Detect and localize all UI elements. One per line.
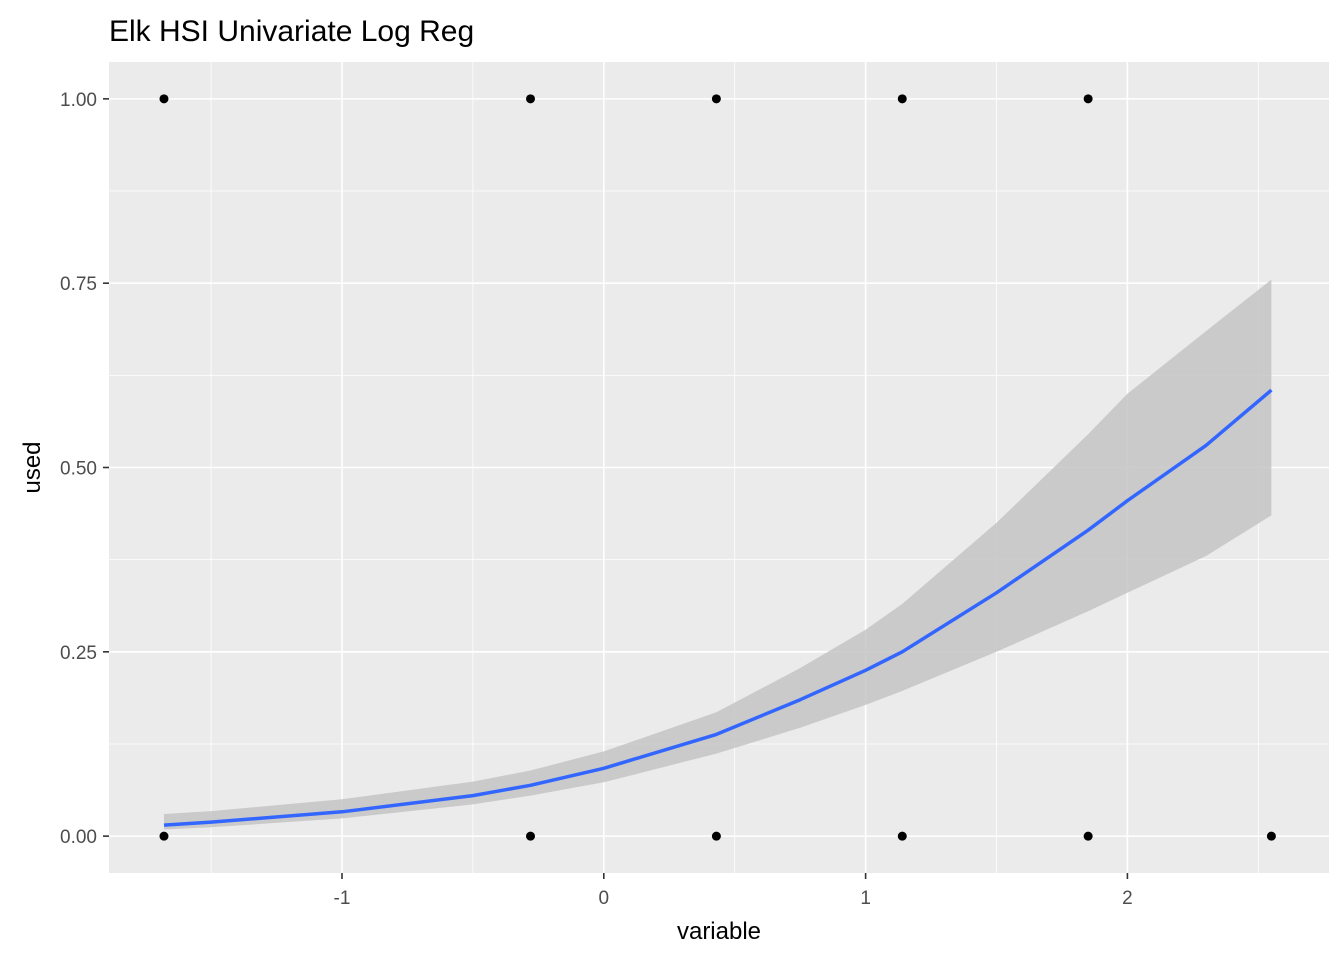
chart-title: Elk HSI Univariate Log Reg bbox=[109, 15, 474, 48]
data-point bbox=[897, 94, 907, 104]
data-points bbox=[159, 94, 1276, 841]
x-axis-ticks: -1 0 1 2 bbox=[334, 873, 1133, 909]
fit-line bbox=[163, 388, 1273, 827]
x-tick-label: -1 bbox=[334, 888, 351, 909]
x-axis-title: variable bbox=[677, 918, 761, 945]
y-axis-title: used bbox=[19, 441, 46, 493]
data-point bbox=[711, 94, 721, 104]
y-tick-label: 0.00 bbox=[60, 827, 97, 848]
data-point bbox=[526, 94, 536, 104]
x-tick-label: 2 bbox=[1122, 888, 1133, 909]
y-tick-label: 0.75 bbox=[60, 274, 97, 295]
y-axis-ticks: 0.00 0.25 0.50 0.75 1.00 bbox=[60, 90, 109, 848]
data-point bbox=[897, 831, 907, 841]
data-point bbox=[1083, 831, 1093, 841]
x-tick-label: 0 bbox=[599, 888, 610, 909]
data-point bbox=[159, 94, 169, 104]
x-tick-label: 1 bbox=[860, 888, 871, 909]
data-point bbox=[159, 831, 169, 841]
data-point bbox=[1266, 831, 1276, 841]
data-point bbox=[1083, 94, 1093, 104]
y-tick-label: 0.25 bbox=[60, 643, 97, 664]
data-point bbox=[711, 831, 721, 841]
y-tick-label: 1.00 bbox=[60, 90, 97, 111]
data-point bbox=[526, 831, 536, 841]
y-tick-label: 0.50 bbox=[60, 459, 97, 480]
